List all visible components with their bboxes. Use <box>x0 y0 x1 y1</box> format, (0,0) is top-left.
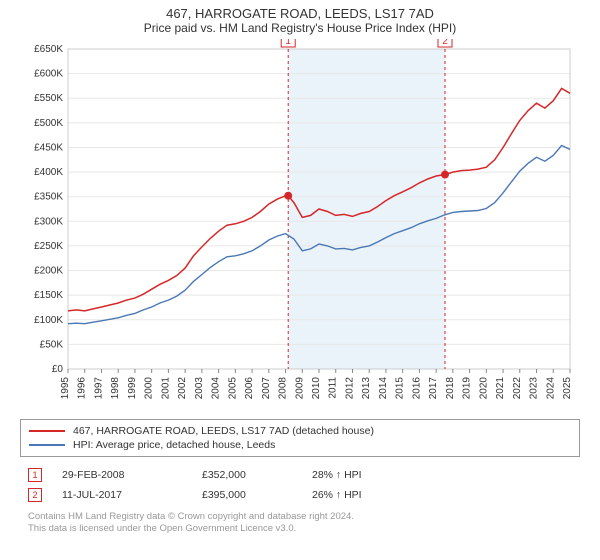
footer-line-1: Contains HM Land Registry data © Crown c… <box>28 511 572 523</box>
svg-text:2013: 2013 <box>361 377 372 400</box>
sale-pct: 28% ↑ HPI <box>312 469 402 481</box>
svg-text:£50K: £50K <box>40 339 64 350</box>
svg-text:2015: 2015 <box>395 377 406 400</box>
svg-text:£250K: £250K <box>34 241 63 252</box>
legend-box: 467, HARROGATE ROAD, LEEDS, LS17 7AD (de… <box>20 419 580 457</box>
chart-title-block: 467, HARROGATE ROAD, LEEDS, LS17 7AD Pri… <box>0 0 600 37</box>
svg-text:£650K: £650K <box>34 44 63 55</box>
svg-text:2020: 2020 <box>478 377 489 400</box>
title-line-1: 467, HARROGATE ROAD, LEEDS, LS17 7AD <box>0 6 600 21</box>
svg-text:2025: 2025 <box>562 377 573 400</box>
svg-text:2024: 2024 <box>545 377 556 400</box>
sale-price: £395,000 <box>202 489 292 501</box>
svg-text:£0: £0 <box>52 364 64 375</box>
legend-item: HPI: Average price, detached house, Leed… <box>29 438 571 452</box>
svg-text:2017: 2017 <box>428 377 439 400</box>
svg-text:1: 1 <box>285 39 291 47</box>
svg-text:2018: 2018 <box>445 377 456 400</box>
svg-text:£350K: £350K <box>34 192 63 203</box>
footer-attribution: Contains HM Land Registry data © Crown c… <box>20 511 580 536</box>
footer-line-2: This data is licensed under the Open Gov… <box>28 523 572 535</box>
svg-text:£600K: £600K <box>34 69 63 80</box>
svg-text:2008: 2008 <box>278 377 289 400</box>
sales-table: 1 29-FEB-2008 £352,000 28% ↑ HPI 2 11-JUL-201… <box>20 465 580 505</box>
chart-area: £0 £50K £100K £150K £200K £250K £300K £350K £400… <box>20 39 580 409</box>
svg-text:£100K: £100K <box>34 315 63 326</box>
svg-text:1999: 1999 <box>127 377 138 400</box>
svg-text:2022: 2022 <box>512 377 523 400</box>
legend-swatch <box>29 430 65 432</box>
legend-label: 467, HARROGATE ROAD, LEEDS, LS17 7AD (de… <box>73 425 374 437</box>
sale-marker-icon: 2 <box>28 488 42 502</box>
svg-text:2012: 2012 <box>344 377 355 400</box>
svg-text:2014: 2014 <box>378 377 389 400</box>
chart-svg: £0 £50K £100K £150K £200K £250K £300K £350K £400… <box>20 39 580 409</box>
sale-row: 2 11-JUL-2017 £395,000 26% ↑ HPI <box>20 485 580 505</box>
svg-text:2: 2 <box>442 39 448 47</box>
title-line-2: Price paid vs. HM Land Registry's House … <box>0 21 600 35</box>
legend: 467, HARROGATE ROAD, LEEDS, LS17 7AD (de… <box>20 419 580 457</box>
sale-price: £352,000 <box>202 469 292 481</box>
svg-text:2001: 2001 <box>160 377 171 400</box>
svg-text:1998: 1998 <box>110 377 121 400</box>
svg-text:2023: 2023 <box>529 377 540 400</box>
legend-item: 467, HARROGATE ROAD, LEEDS, LS17 7AD (de… <box>29 424 571 438</box>
svg-text:2000: 2000 <box>144 377 155 400</box>
svg-text:£550K: £550K <box>34 93 63 104</box>
svg-text:1995: 1995 <box>60 377 71 400</box>
svg-text:2019: 2019 <box>462 377 473 400</box>
svg-text:1996: 1996 <box>77 377 88 400</box>
svg-text:2016: 2016 <box>411 377 422 400</box>
svg-text:2009: 2009 <box>294 377 305 400</box>
svg-text:2007: 2007 <box>261 377 272 400</box>
svg-text:2005: 2005 <box>227 377 238 400</box>
svg-text:2004: 2004 <box>211 377 222 400</box>
svg-text:2003: 2003 <box>194 377 205 400</box>
svg-text:2011: 2011 <box>328 377 339 399</box>
legend-label: HPI: Average price, detached house, Leed… <box>73 439 275 451</box>
sale-date: 29-FEB-2008 <box>62 469 182 481</box>
svg-text:£200K: £200K <box>34 266 63 277</box>
sale-row: 1 29-FEB-2008 £352,000 28% ↑ HPI <box>20 465 580 485</box>
svg-text:£400K: £400K <box>34 167 63 178</box>
svg-text:2010: 2010 <box>311 377 322 400</box>
svg-text:2002: 2002 <box>177 377 188 400</box>
sale-marker-icon: 1 <box>28 468 42 482</box>
legend-swatch <box>29 444 65 446</box>
svg-text:1997: 1997 <box>93 377 104 400</box>
svg-text:2021: 2021 <box>495 377 506 400</box>
svg-text:£150K: £150K <box>34 290 63 301</box>
sale-pct: 26% ↑ HPI <box>312 489 402 501</box>
svg-text:£450K: £450K <box>34 142 63 153</box>
svg-text:£500K: £500K <box>34 118 63 129</box>
svg-text:£300K: £300K <box>34 216 63 227</box>
svg-text:2006: 2006 <box>244 377 255 400</box>
sale-date: 11-JUL-2017 <box>62 489 182 501</box>
